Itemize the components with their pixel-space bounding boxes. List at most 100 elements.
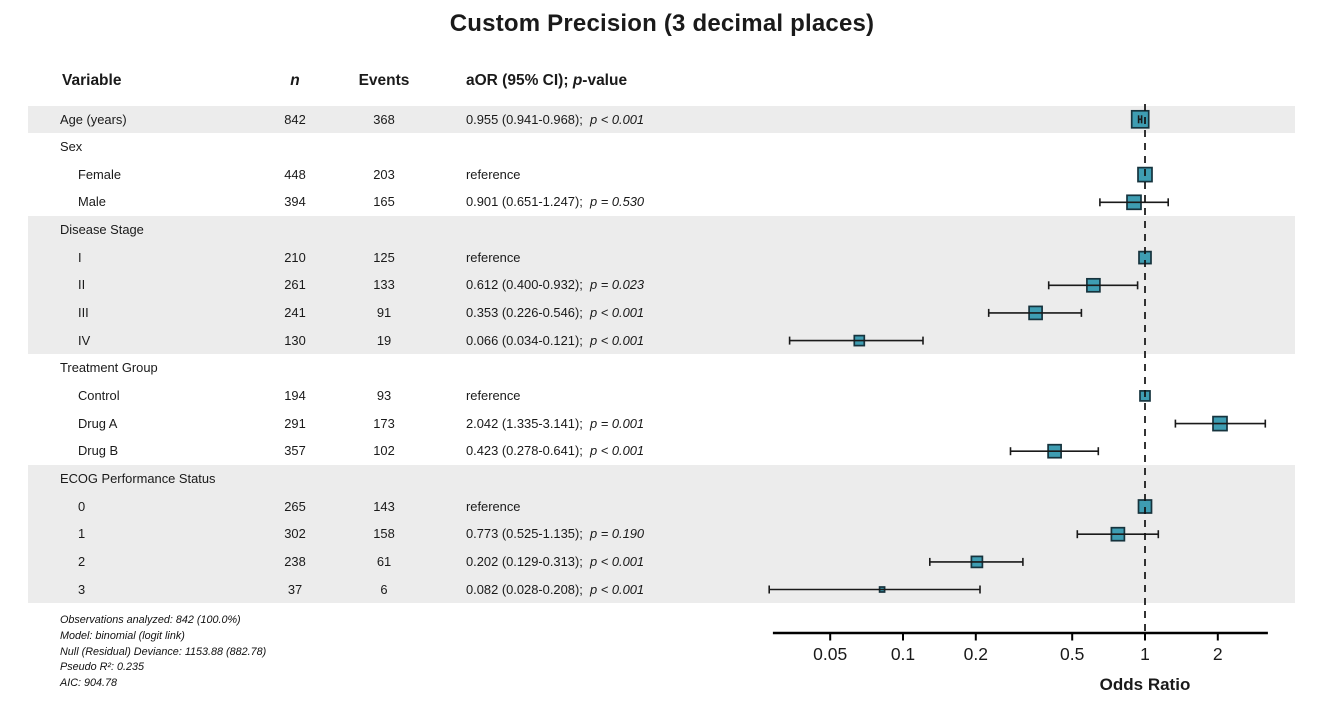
row-label: IV — [78, 332, 91, 348]
row-n-value: 302 — [284, 526, 306, 542]
row-n-value: 842 — [284, 111, 306, 127]
row-n-value: 265 — [284, 498, 306, 514]
row-label: II — [78, 277, 86, 293]
row-p-value: p = 0.023 — [589, 277, 645, 293]
reference-marker — [1139, 390, 1151, 402]
row-p-value: p < 0.001 — [589, 332, 645, 348]
row-label: 2 — [78, 554, 86, 569]
row-estimate-text: reference — [466, 498, 521, 514]
row-n-value: 194 — [284, 388, 306, 404]
row-label: I — [78, 249, 82, 265]
row-estimate-text: 0.955 (0.941-0.968); p < 0.001 — [466, 111, 645, 127]
row-p-value: p < 0.001 — [589, 581, 645, 597]
row-estimate-text: 0.773 (0.525-1.135); p = 0.190 — [466, 526, 645, 542]
row-p-value: p < 0.001 — [589, 554, 645, 569]
row-label: Male — [78, 194, 106, 210]
group-shading-band — [28, 465, 1295, 604]
row-p-value: p = 0.001 — [589, 415, 645, 431]
row-events-value: 203 — [373, 166, 395, 182]
row-n-value: 357 — [284, 443, 306, 459]
row-label: Treatment Group — [60, 360, 158, 376]
group-shading-band — [28, 105, 1295, 134]
row-label: ECOG Performance Status — [60, 471, 216, 487]
x-axis-tick-label: 0.5 — [1060, 644, 1084, 664]
column-header-n: n — [290, 72, 300, 89]
row-events-value: 61 — [376, 554, 392, 569]
column-header-estimate-p: p — [572, 72, 583, 89]
column-header-estimate: aOR (95% CI); p-value — [466, 68, 627, 94]
row-label: 3 — [78, 581, 86, 597]
row-label: III — [78, 305, 89, 321]
row-n-value: 291 — [284, 415, 306, 431]
row-estimate-text: 0.082 (0.028-0.208); p < 0.001 — [466, 581, 645, 597]
column-header-events: Events — [358, 72, 410, 89]
x-axis-title: Odds Ratio — [1099, 675, 1191, 694]
row-n-value: 210 — [284, 249, 306, 265]
row-estimate-text: 0.353 (0.226-0.546); p < 0.001 — [466, 305, 645, 321]
row-events-value: 173 — [373, 415, 395, 431]
row-events-value: 125 — [373, 249, 395, 265]
row-label: Age (years) — [60, 111, 127, 127]
row-estimate-text: 0.066 (0.034-0.121); p < 0.001 — [466, 332, 645, 348]
row-events-value: 91 — [376, 305, 392, 321]
column-header-estimate-pre: aOR (95% CI); — [466, 72, 573, 89]
row-events-value: 143 — [373, 498, 395, 514]
row-events-value: 368 — [373, 111, 395, 127]
odds-ratio-marker — [1047, 443, 1062, 459]
x-axis-tick-label: 0.2 — [964, 644, 988, 664]
column-header-estimate-post: -value — [582, 72, 628, 89]
row-label: Disease Stage — [60, 222, 144, 238]
row-label: Female — [78, 166, 121, 182]
row-events-value: 133 — [373, 277, 395, 293]
row-n-value: 448 — [284, 166, 306, 182]
row-estimate-text: 2.042 (1.335-3.141); p = 0.001 — [466, 415, 645, 431]
row-label: Control — [78, 388, 120, 404]
footnote-line: Observations analyzed: 842 (100.0%) — [60, 614, 241, 626]
row-estimate-text: reference — [466, 388, 521, 404]
row-events-value: 6 — [380, 581, 388, 597]
row-label: Drug B — [78, 443, 119, 459]
x-axis-tick-label: 1 — [1140, 644, 1150, 664]
x-axis-tick-label: 2 — [1213, 644, 1223, 664]
row-events-value: 93 — [376, 388, 392, 404]
row-p-value: p = 0.190 — [589, 526, 645, 542]
footnote-line: Pseudo R²: 0.235 — [60, 661, 145, 674]
chart-title: Custom Precision (3 decimal places) — [449, 10, 875, 37]
row-p-value: p = 0.530 — [589, 194, 645, 210]
reference-marker — [1137, 166, 1153, 183]
footnote-line: AIC: 904.78 — [60, 677, 118, 690]
row-n-value: 37 — [287, 581, 303, 597]
row-n-value: 241 — [284, 305, 306, 321]
group-shading-band — [28, 216, 1295, 355]
column-header-variable: Variable — [62, 72, 122, 89]
row-estimate-text: 0.612 (0.400-0.932); p = 0.023 — [466, 277, 645, 293]
row-estimate-text: 0.202 (0.129-0.313); p < 0.001 — [466, 554, 645, 569]
footnote-line: Null (Residual) Deviance: 1153.88 (882.7… — [60, 645, 267, 658]
row-estimate-text: 0.423 (0.278-0.641); p < 0.001 — [466, 443, 645, 459]
row-label: 1 — [78, 526, 86, 542]
row-events-value: 102 — [373, 443, 395, 459]
row-n-value: 394 — [284, 194, 306, 210]
row-events-value: 158 — [373, 526, 395, 542]
row-label: 0 — [78, 498, 86, 514]
x-axis-tick-label: 0.05 — [813, 644, 847, 664]
row-n-value: 130 — [284, 332, 306, 348]
row-estimate-text: reference — [466, 166, 521, 182]
row-p-value: p < 0.001 — [589, 111, 645, 127]
row-p-value: p < 0.001 — [589, 443, 645, 459]
footnote-line: Model: binomial (logit link) — [60, 629, 185, 642]
odds-ratio-marker — [1212, 415, 1228, 432]
row-label: Drug A — [78, 415, 118, 431]
model-footnotes: Observations analyzed: 842 (100.0%) Model… — [60, 613, 266, 692]
row-events-value: 19 — [376, 332, 392, 348]
row-p-value: p < 0.001 — [589, 305, 645, 321]
row-label: Sex — [60, 139, 83, 155]
row-n-value: 238 — [284, 554, 306, 569]
row-events-value: 165 — [373, 194, 395, 210]
odds-ratio-marker — [1126, 194, 1142, 211]
row-n-value: 261 — [284, 277, 306, 293]
row-estimate-text: reference — [466, 249, 521, 265]
x-axis-tick-label: 0.1 — [891, 644, 915, 664]
row-estimate-text: 0.901 (0.651-1.247); p = 0.530 — [466, 194, 645, 210]
